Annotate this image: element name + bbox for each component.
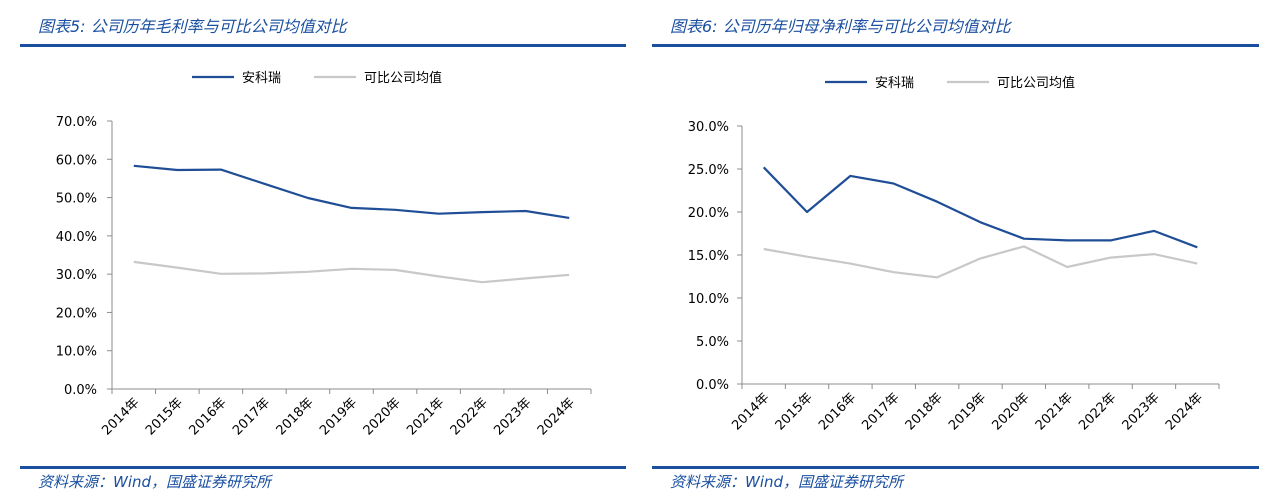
source-note: 资料来源：Wind，国盛证券研究所 [670, 473, 904, 491]
y-tick-label: 15.0% [688, 249, 729, 264]
y-tick-label: 0.0% [64, 383, 97, 398]
legend-label: 可比公司均值 [997, 75, 1075, 91]
x-tick-label: 2022年 [448, 395, 491, 438]
x-tick-label: 2020年 [361, 395, 404, 438]
x-tick-label: 2015年 [143, 395, 186, 438]
x-tick-label: 2021年 [1033, 390, 1076, 433]
x-tick-label: 2018年 [274, 395, 317, 438]
legend-label: 安科瑞 [242, 71, 281, 86]
title-rule [20, 44, 626, 47]
x-tick-label: 2024年 [535, 395, 578, 438]
y-tick-label: 40.0% [56, 230, 97, 245]
chart-panel-left: 图表5: 公司历年毛利率与可比公司均值对比 0.0% 10.0% 20.0% 30.0… [0, 0, 630, 502]
y-tick-label: 30.0% [688, 120, 729, 135]
figure-title: 图表5: 公司历年毛利率与可比公司均值对比 [38, 17, 347, 36]
x-tick-label: 2019年 [317, 395, 360, 438]
footer-rule [652, 466, 1259, 469]
series-line [133, 260, 570, 284]
chart-panel-right: 图表6: 公司历年归母净利率与可比公司均值对比 0.0% 5.0% 10.0% 15.… [652, 0, 1269, 502]
legend-label: 安科瑞 [875, 76, 914, 91]
y-tick-label: 30.0% [56, 268, 97, 283]
series-line [762, 166, 1198, 249]
y-tick-label: 70.0% [56, 115, 97, 130]
x-tick-label: 2014年 [729, 390, 772, 433]
source-note: 资料来源：Wind，国盛证券研究所 [38, 473, 272, 491]
x-tick-label: 2014年 [99, 395, 142, 438]
x-tick-label: 2020年 [989, 390, 1032, 433]
title-rule [652, 44, 1259, 47]
series-line [133, 164, 570, 219]
line-chart: 0.0%5.0%10.0%15.0%20.0%25.0%30.0%2014年 20… [688, 75, 1220, 433]
x-tick-label: 2015年 [773, 390, 816, 433]
legend-label: 可比公司均值 [364, 70, 442, 86]
figure-title: 图表6: 公司历年归母净利率与可比公司均值对比 [670, 17, 1011, 36]
y-tick-label: 0.0% [696, 378, 729, 393]
x-tick-label: 2022年 [1076, 390, 1119, 433]
y-tick-label: 5.0% [696, 335, 729, 350]
footer-rule [20, 466, 626, 469]
x-tick-label: 2023年 [491, 395, 534, 438]
y-tick-label: 10.0% [56, 345, 97, 360]
y-tick-label: 25.0% [688, 163, 729, 178]
y-tick-label: 10.0% [688, 292, 729, 307]
x-tick-label: 2016年 [816, 390, 859, 433]
line-chart: 0.0% 10.0% 20.0% 30.0% 40.0% 50.0% 60.0% 70.0% 2… [56, 70, 592, 438]
y-tick-label: 20.0% [688, 206, 729, 221]
y-tick-label: 60.0% [56, 153, 97, 168]
x-tick-label: 2023年 [1120, 390, 1163, 433]
x-tick-label: 2016年 [186, 395, 229, 438]
series-line [763, 245, 1198, 279]
y-tick-label: 50.0% [56, 192, 97, 207]
x-tick-label: 2017年 [859, 390, 902, 433]
x-tick-label: 2018年 [903, 390, 946, 433]
x-tick-label: 2024年 [1163, 390, 1206, 433]
x-tick-label: 2019年 [946, 390, 989, 433]
x-tick-label: 2017年 [230, 395, 273, 438]
x-tick-label: 2021年 [404, 395, 447, 438]
y-tick-label: 20.0% [56, 306, 97, 321]
